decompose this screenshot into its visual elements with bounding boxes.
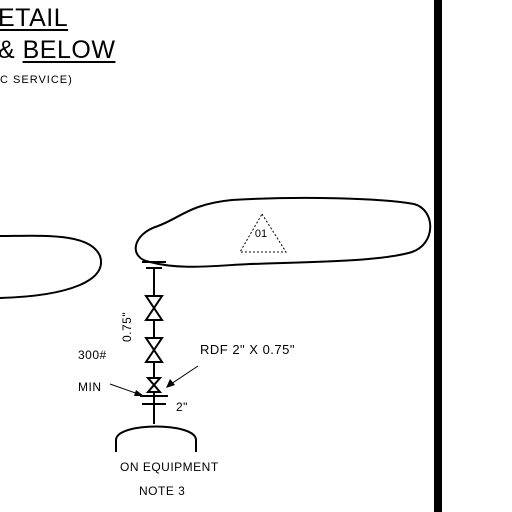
valve-1	[144, 295, 164, 321]
min-leader-arrow	[134, 390, 144, 396]
detail-title-below: BELOW	[22, 36, 116, 64]
left-revision-cloud	[0, 234, 103, 299]
detail-title-text: ETAIL	[0, 4, 69, 32]
detail-title-line1: ETAIL	[0, 4, 68, 33]
note-label: NOTE 3	[139, 484, 186, 498]
min-label: MIN	[78, 380, 102, 394]
revision-tag-number: 01	[254, 228, 268, 240]
reducer-leader-arrow	[166, 379, 175, 388]
valve-3	[145, 377, 163, 393]
equipment-vessel	[115, 425, 197, 452]
reducer-label: RDF 2" X 0.75"	[200, 342, 295, 357]
branch-size-label: 0.75"	[120, 311, 134, 342]
detail-subtitle: IC SERVICE)	[0, 74, 73, 86]
detail-title-line2: & BELOW	[0, 36, 115, 65]
detail-title-ampersand: &	[0, 36, 23, 64]
pipe-size-label: 2"	[176, 400, 188, 414]
valve-2	[144, 337, 164, 363]
drawing-border-line	[434, 0, 442, 512]
equipment-label: ON EQUIPMENT	[120, 460, 219, 474]
revision-triangle	[239, 213, 287, 253]
rating-label: 300#	[78, 348, 107, 362]
right-revision-cloud	[134, 196, 432, 268]
